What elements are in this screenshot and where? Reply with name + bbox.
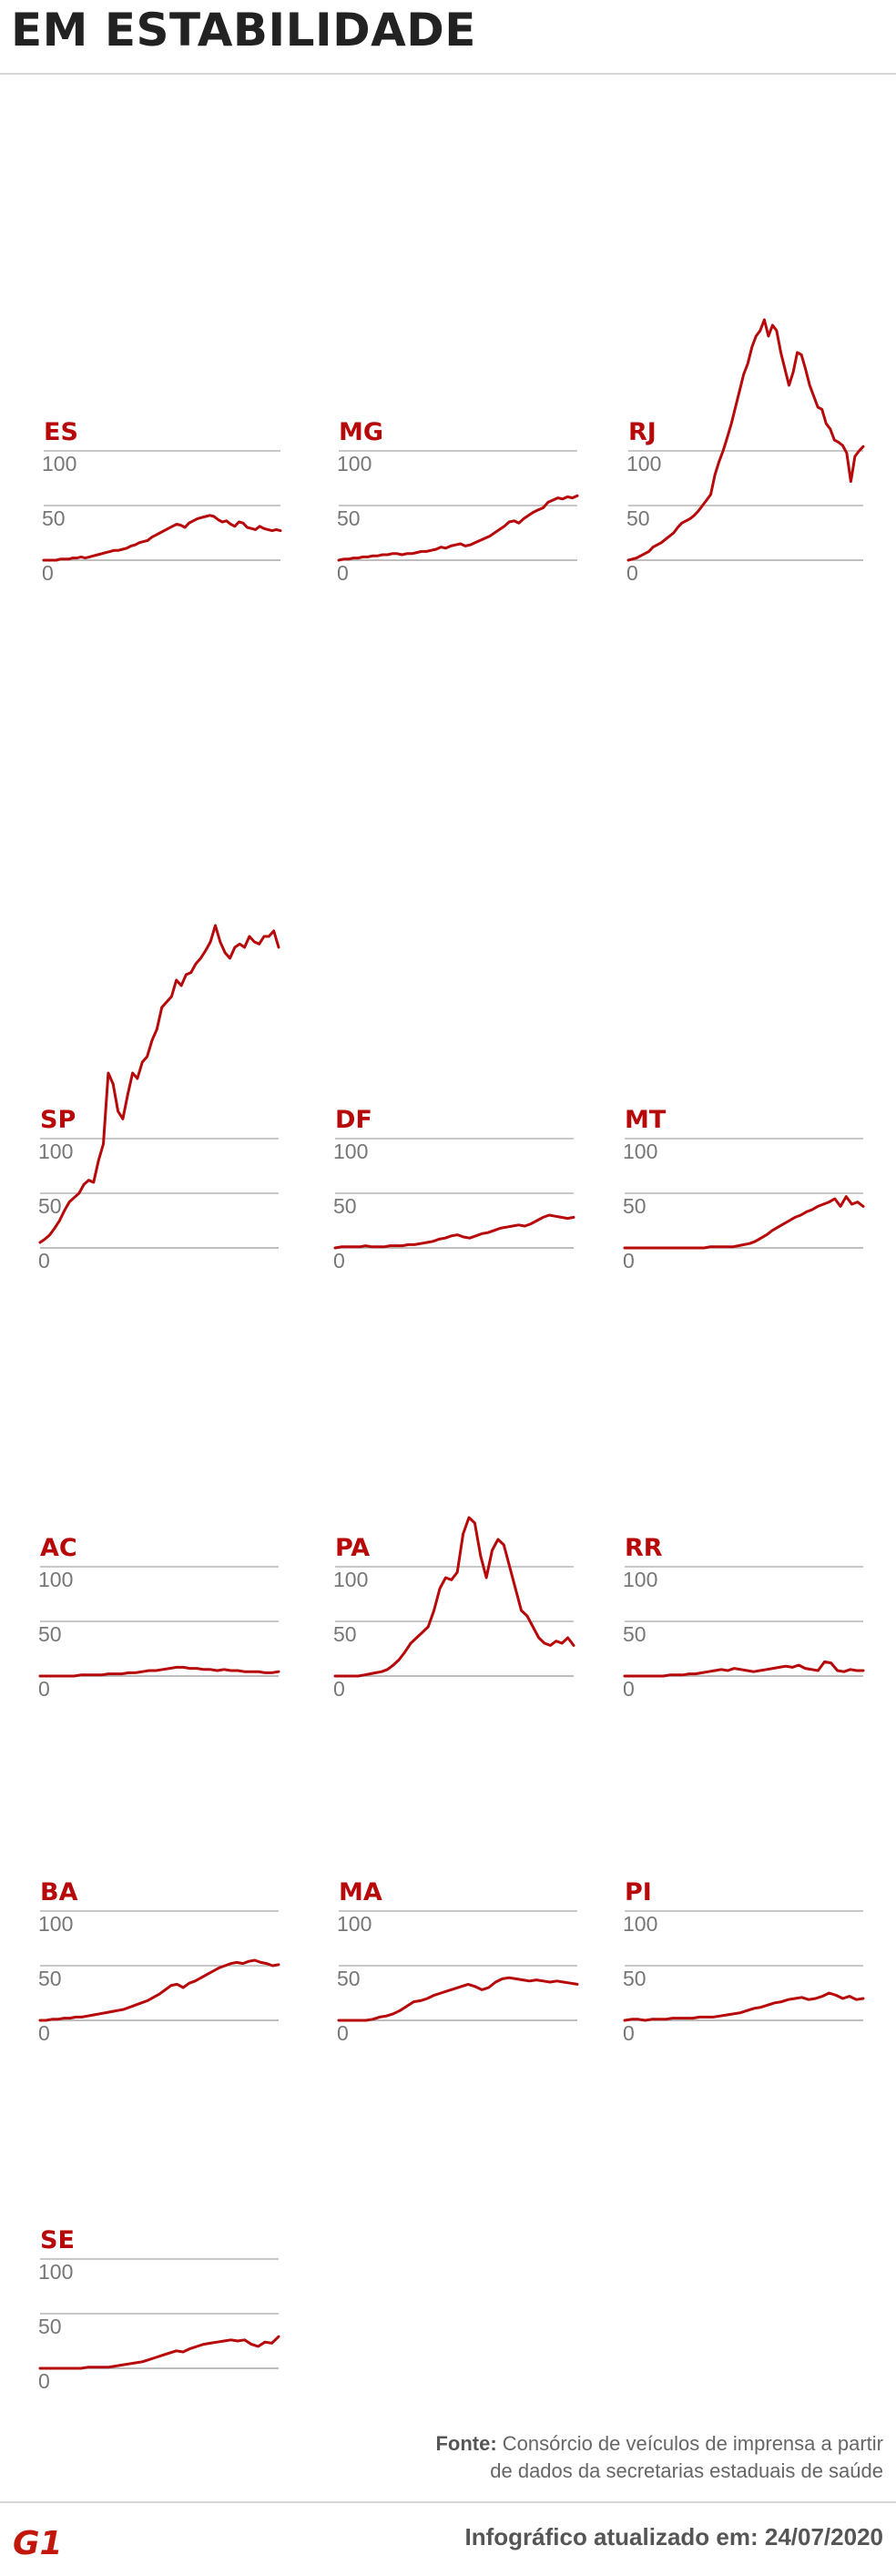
tick-label-ac-100: 100 (38, 1568, 73, 1591)
tick-label-ma-50: 50 (337, 1967, 361, 1990)
tick-label-mt-50: 50 (623, 1194, 647, 1218)
tick-label-ba-0: 0 (38, 2021, 50, 2045)
series-line-se (38, 2335, 280, 2370)
chart-ba: 0 50 100 BA (38, 1878, 280, 2045)
state-label-ba: BA (40, 1878, 78, 1906)
g1-logo-text: G1 (13, 2525, 63, 2560)
tick-label-pi-0: 0 (623, 2021, 635, 2045)
tick-label-mg-100: 100 (337, 452, 372, 475)
series-line-mt (623, 1195, 865, 1250)
source-label: Fonte: (435, 2432, 497, 2455)
chart-pa: 0 50 100 PA (333, 1516, 575, 1701)
tick-label-es-0: 0 (42, 561, 54, 585)
series-line-pa (333, 1516, 575, 1678)
tick-label-ba-50: 50 (38, 1967, 62, 1990)
series-line-df (333, 1213, 575, 1250)
series-line-rr (623, 1660, 865, 1678)
state-label-df: DF (335, 1106, 372, 1134)
state-label-mt: MT (625, 1106, 667, 1134)
title-divider (0, 73, 896, 75)
chart-df: 0 50 100 DF (333, 1106, 575, 1273)
tick-label-mt-0: 0 (623, 1249, 635, 1273)
tick-label-pi-100: 100 (623, 1912, 657, 1936)
series-line-ba (38, 1958, 280, 2022)
chart-sp: 0 50 100 SP (38, 924, 280, 1273)
chart-ma: 0 50 100 MA (337, 1878, 579, 2045)
tick-label-mg-50: 50 (337, 506, 361, 530)
tick-label-rr-0: 0 (623, 1677, 635, 1701)
tick-label-ma-0: 0 (337, 2021, 349, 2045)
state-label-es: ES (44, 418, 78, 446)
tick-label-df-100: 100 (333, 1140, 368, 1163)
update-date: Infográfico atualizado em: 24/07/2020 (464, 2523, 884, 2550)
tick-label-es-100: 100 (42, 452, 76, 475)
series-line-rj (626, 318, 865, 562)
chart-rr: 0 50 100 RR (623, 1534, 865, 1701)
chart-mt: 0 50 100 MT (623, 1106, 865, 1273)
page-title: EM ESTABILIDADE (11, 4, 476, 56)
tick-label-ba-100: 100 (38, 1912, 73, 1936)
chart-es: 0 50 100 ES (42, 418, 282, 585)
state-label-ma: MA (339, 1878, 382, 1906)
tick-label-se-100: 100 (38, 2260, 73, 2284)
source-line-2: de dados da secretarias estaduais de saú… (490, 2458, 883, 2485)
source-text-1: Consórcio de veículos de imprensa a part… (502, 2432, 883, 2455)
tick-label-df-0: 0 (333, 1249, 345, 1273)
series-line-pi (623, 1991, 865, 2022)
tick-label-sp-0: 0 (38, 1249, 50, 1273)
tick-label-mt-100: 100 (623, 1140, 657, 1163)
state-label-pi: PI (625, 1878, 652, 1906)
source-text-2: de dados da secretarias estaduais de saú… (490, 2459, 883, 2482)
tick-label-sp-50: 50 (38, 1194, 62, 1218)
tick-label-pi-50: 50 (623, 1967, 647, 1990)
tick-label-rr-100: 100 (623, 1568, 657, 1591)
state-label-pa: PA (335, 1534, 370, 1562)
footer-divider (0, 2501, 896, 2503)
tick-label-se-0: 0 (38, 2369, 50, 2393)
tick-label-mg-0: 0 (337, 561, 349, 585)
chart-mg: 0 50 100 MG (337, 418, 579, 585)
tick-label-rj-100: 100 (626, 452, 661, 475)
tick-label-pa-0: 0 (333, 1677, 345, 1701)
state-label-rj: RJ (628, 418, 657, 446)
tick-label-df-50: 50 (333, 1194, 357, 1218)
series-line-ac (38, 1665, 280, 1678)
series-line-es (42, 514, 282, 562)
state-label-mg: MG (339, 418, 383, 446)
tick-label-rj-0: 0 (626, 561, 638, 585)
chart-pi: 0 50 100 PI (623, 1878, 865, 2045)
series-line-mg (337, 494, 579, 562)
state-label-sp: SP (40, 1106, 76, 1134)
tick-label-ac-50: 50 (38, 1622, 62, 1646)
tick-label-pa-50: 50 (333, 1622, 357, 1646)
state-label-ac: AC (40, 1534, 77, 1562)
tick-label-pa-100: 100 (333, 1568, 368, 1591)
tick-label-se-50: 50 (38, 2315, 62, 2338)
state-label-rr: RR (625, 1534, 663, 1562)
tick-label-es-50: 50 (42, 506, 66, 530)
source-line-1: Fonte: Consórcio de veículos de imprensa… (435, 2430, 883, 2458)
chart-se: 0 50 100 SE (38, 2226, 280, 2393)
state-label-se: SE (40, 2226, 75, 2254)
g1-logo: G1 (13, 2525, 63, 2560)
tick-label-rj-50: 50 (626, 506, 650, 530)
tick-label-ac-0: 0 (38, 1677, 50, 1701)
series-line-sp (38, 924, 280, 1244)
tick-label-rr-50: 50 (623, 1622, 647, 1646)
series-line-ma (337, 1976, 579, 2022)
tick-label-sp-100: 100 (38, 1140, 73, 1163)
chart-ac: 0 50 100 AC (38, 1534, 280, 1701)
chart-rj: 0 50 100 RJ (626, 318, 865, 585)
tick-label-ma-100: 100 (337, 1912, 372, 1936)
